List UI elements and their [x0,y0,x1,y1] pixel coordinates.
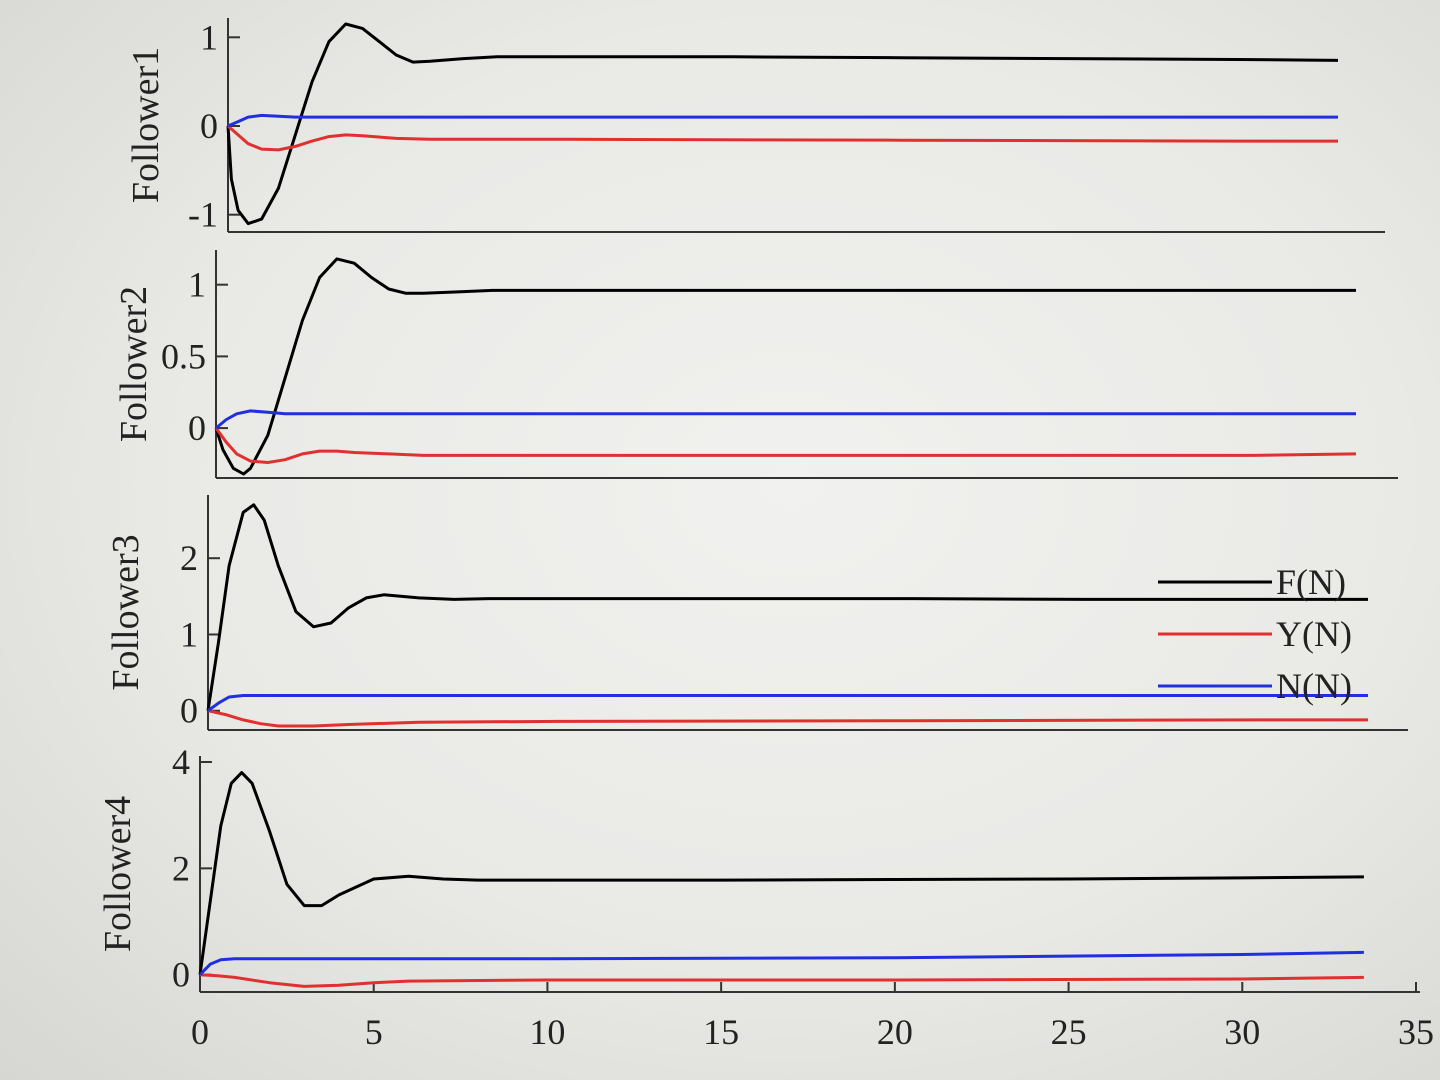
series-line-yn [227,124,1338,152]
y-axis-label: Follower3 [105,534,147,690]
x-tick-label: 20 [877,1012,913,1052]
x-tick-label: 0 [191,1012,209,1052]
subplot-3: 0 1 2 Follower3 [105,495,1408,731]
y-tick-label: 1 [200,17,218,57]
y-axis-label: Follower2 [113,286,155,442]
x-tick-label: 5 [365,1012,383,1052]
subplot-4: 0 2 4 Follower4 0 5 10 15 20 25 30 35 [97,742,1434,1052]
x-tick-label: 15 [703,1012,739,1052]
series-line-yn [199,973,1364,988]
series-line-nn [227,113,1338,128]
series-line-nn [215,409,1356,430]
series-line-nn [198,950,1364,976]
x-tick-label: 35 [1398,1012,1434,1052]
y-tick-label: 0 [180,691,198,731]
y-tick-label: 0 [188,408,206,448]
series-line-yn [214,427,1357,464]
y-tick-label: 1 [180,614,198,654]
x-tick-label: 10 [529,1012,565,1052]
y-tick-label: 0.5 [161,336,206,376]
legend-label: F(N) [1276,562,1346,602]
subplot-2: 0 0.5 1 Follower2 [113,250,1398,479]
y-tick-label: 2 [172,848,190,888]
x-tick-label: 30 [1224,1012,1260,1052]
series-line-fn [226,22,1339,226]
legend-label: Y(N) [1276,614,1352,654]
y-tick-label: 1 [188,265,206,305]
series-line-fn [198,771,1364,975]
series-line-fn [214,257,1356,476]
series-line-nn [207,694,1368,712]
subplot-1: -1 0 1 Follower1 [125,17,1385,235]
y-tick-label: 4 [172,742,190,782]
y-tick-label: -1 [188,195,218,235]
y-tick-label: 0 [200,106,218,146]
legend-label: N(N) [1276,666,1352,706]
y-tick-label: 0 [172,955,190,995]
y-tick-label: 2 [180,538,198,578]
series-line-fn [206,503,1368,711]
y-axis-label: Follower4 [97,796,139,952]
x-tick-label: 25 [1051,1012,1087,1052]
y-axis-label: Follower1 [125,47,167,203]
series-line-yn [207,709,1368,728]
legend: F(N) Y(N) N(N) [1158,562,1352,706]
